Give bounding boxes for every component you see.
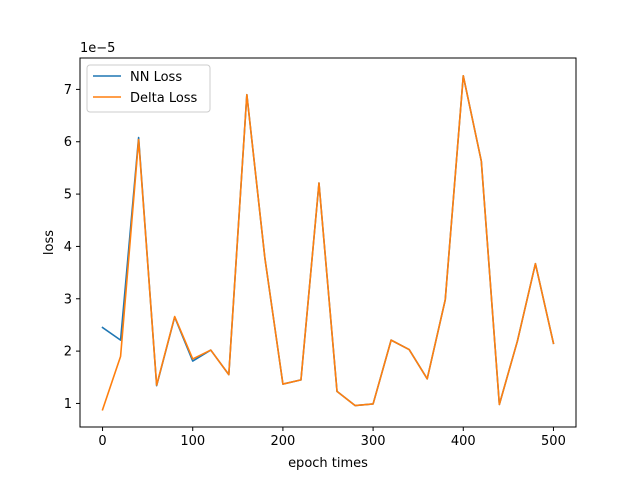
x-tick-label: 300 bbox=[361, 434, 386, 449]
y-tick-label: 3 bbox=[64, 292, 72, 307]
x-tick-label: 500 bbox=[541, 434, 566, 449]
x-axis: 0 100 200 300 400 500 bbox=[98, 427, 566, 449]
y-tick-label: 2 bbox=[64, 345, 72, 360]
y-tick-label: 4 bbox=[64, 240, 72, 255]
y-axis-label: loss bbox=[42, 230, 57, 255]
x-axis-label: epoch times bbox=[288, 456, 368, 471]
series-layer bbox=[101, 75, 555, 411]
y-tick-label: 1 bbox=[64, 397, 72, 412]
y-tick-label: 7 bbox=[64, 83, 72, 98]
series-line-delta-loss bbox=[101, 75, 555, 411]
y-tick-label: 6 bbox=[64, 135, 72, 150]
x-tick-label: 0 bbox=[98, 434, 106, 449]
x-tick-label: 200 bbox=[270, 434, 295, 449]
y-axis: 1 2 3 4 5 6 7 bbox=[64, 83, 80, 412]
legend-label-nn-loss: NN Loss bbox=[130, 70, 182, 85]
x-tick-label: 100 bbox=[180, 434, 205, 449]
plot-background bbox=[80, 58, 576, 427]
plot-frame bbox=[79, 57, 577, 428]
y-offset-text: 1e−5 bbox=[80, 41, 115, 56]
x-tick-label: 400 bbox=[451, 434, 476, 449]
y-tick-label: 5 bbox=[64, 188, 72, 203]
legend-label-delta-loss: Delta Loss bbox=[130, 91, 198, 106]
legend: NN Loss Delta Loss bbox=[86, 64, 211, 113]
